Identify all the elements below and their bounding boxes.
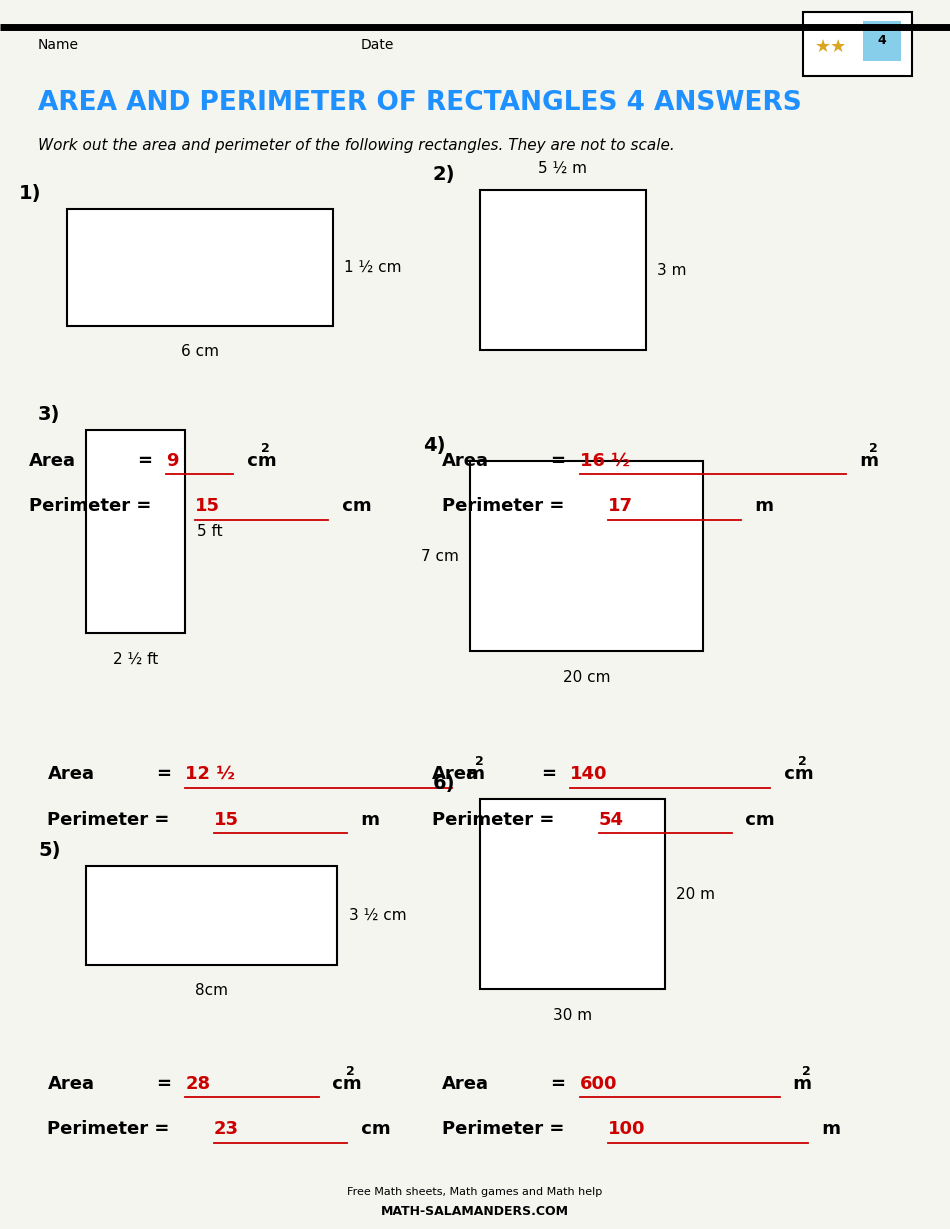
Text: 3 m: 3 m [657,263,687,278]
Text: MATH-SALAMANDERS.COM: MATH-SALAMANDERS.COM [381,1206,569,1218]
Text: Name: Name [38,38,79,53]
Text: 3): 3) [38,406,61,424]
Text: 12 ½: 12 ½ [185,766,236,783]
Text: Perimeter =: Perimeter = [442,498,570,515]
Text: m: m [749,498,774,515]
Bar [480,799,665,989]
Text: 5 ft: 5 ft [197,524,222,540]
Text: =: = [551,452,572,469]
Text: 2: 2 [475,756,484,768]
Text: Area: Area [442,452,488,469]
Text: 20 m: 20 m [676,886,715,902]
Text: m: m [460,766,485,783]
Text: m: m [354,811,380,828]
Bar [86,866,337,965]
Text: 16 ½: 16 ½ [580,452,630,469]
Text: 28: 28 [185,1075,210,1093]
Text: =: = [551,1075,572,1093]
Text: =: = [542,766,562,783]
Text: =: = [138,452,159,469]
Text: ★★: ★★ [815,38,847,55]
Text: Perimeter =: Perimeter = [48,1121,176,1138]
Text: 4): 4) [423,436,446,455]
Text: 2: 2 [802,1066,811,1078]
Text: 5): 5) [38,842,61,860]
FancyBboxPatch shape [863,21,901,61]
Text: 2: 2 [347,1066,355,1078]
Text: Area: Area [48,1075,94,1093]
Text: 1 ½ cm: 1 ½ cm [344,259,402,275]
Text: 2: 2 [798,756,807,768]
Text: Area: Area [442,1075,488,1093]
Text: 15: 15 [195,498,219,515]
Bar [66,209,332,326]
FancyBboxPatch shape [803,12,912,76]
Text: cm: cm [326,1075,362,1093]
Text: 2: 2 [260,442,270,455]
Text: Area: Area [432,766,479,783]
Text: Free Math sheets, Math games and Math help: Free Math sheets, Math games and Math he… [348,1187,602,1197]
Text: cm: cm [778,766,813,783]
Text: 54: 54 [598,811,623,828]
Text: 5 ½ m: 5 ½ m [539,161,587,176]
Text: 2): 2) [432,166,455,184]
Text: 15: 15 [214,811,238,828]
Bar [480,190,646,350]
Text: cm: cm [739,811,775,828]
Text: Area: Area [48,766,94,783]
Bar [86,430,185,633]
Text: cm: cm [240,452,276,469]
Text: Area: Area [28,452,75,469]
Text: m: m [788,1075,812,1093]
Text: Perimeter =: Perimeter = [432,811,560,828]
Text: 23: 23 [214,1121,238,1138]
Text: 140: 140 [570,766,607,783]
Text: cm: cm [354,1121,390,1138]
Text: 4: 4 [877,34,886,47]
Text: Perimeter =: Perimeter = [442,1121,570,1138]
Text: Perimeter =: Perimeter = [28,498,157,515]
Text: 1): 1) [19,184,42,203]
Text: 3 ½ cm: 3 ½ cm [349,908,407,923]
Text: 20 cm: 20 cm [562,670,610,685]
Text: 6 cm: 6 cm [180,344,218,359]
Text: 7 cm: 7 cm [421,548,459,564]
Text: 6): 6) [432,774,455,793]
Text: 100: 100 [608,1121,645,1138]
Text: 17: 17 [608,498,633,515]
Text: m: m [816,1121,841,1138]
Text: Date: Date [361,38,394,53]
Text: 9: 9 [166,452,179,469]
Text: 2 ½ ft: 2 ½ ft [113,651,158,666]
Bar [470,461,703,651]
Text: Perimeter =: Perimeter = [48,811,176,828]
Text: AREA AND PERIMETER OF RECTANGLES 4 ANSWERS: AREA AND PERIMETER OF RECTANGLES 4 ANSWE… [38,90,802,117]
Text: 2: 2 [869,442,878,455]
Text: =: = [157,766,178,783]
Text: cm: cm [335,498,371,515]
Text: 8cm: 8cm [195,983,228,998]
Text: =: = [157,1075,178,1093]
Text: Work out the area and perimeter of the following rectangles. They are not to sca: Work out the area and perimeter of the f… [38,138,674,152]
Text: 30 m: 30 m [553,1008,592,1023]
Text: m: m [854,452,879,469]
Text: 600: 600 [580,1075,617,1093]
